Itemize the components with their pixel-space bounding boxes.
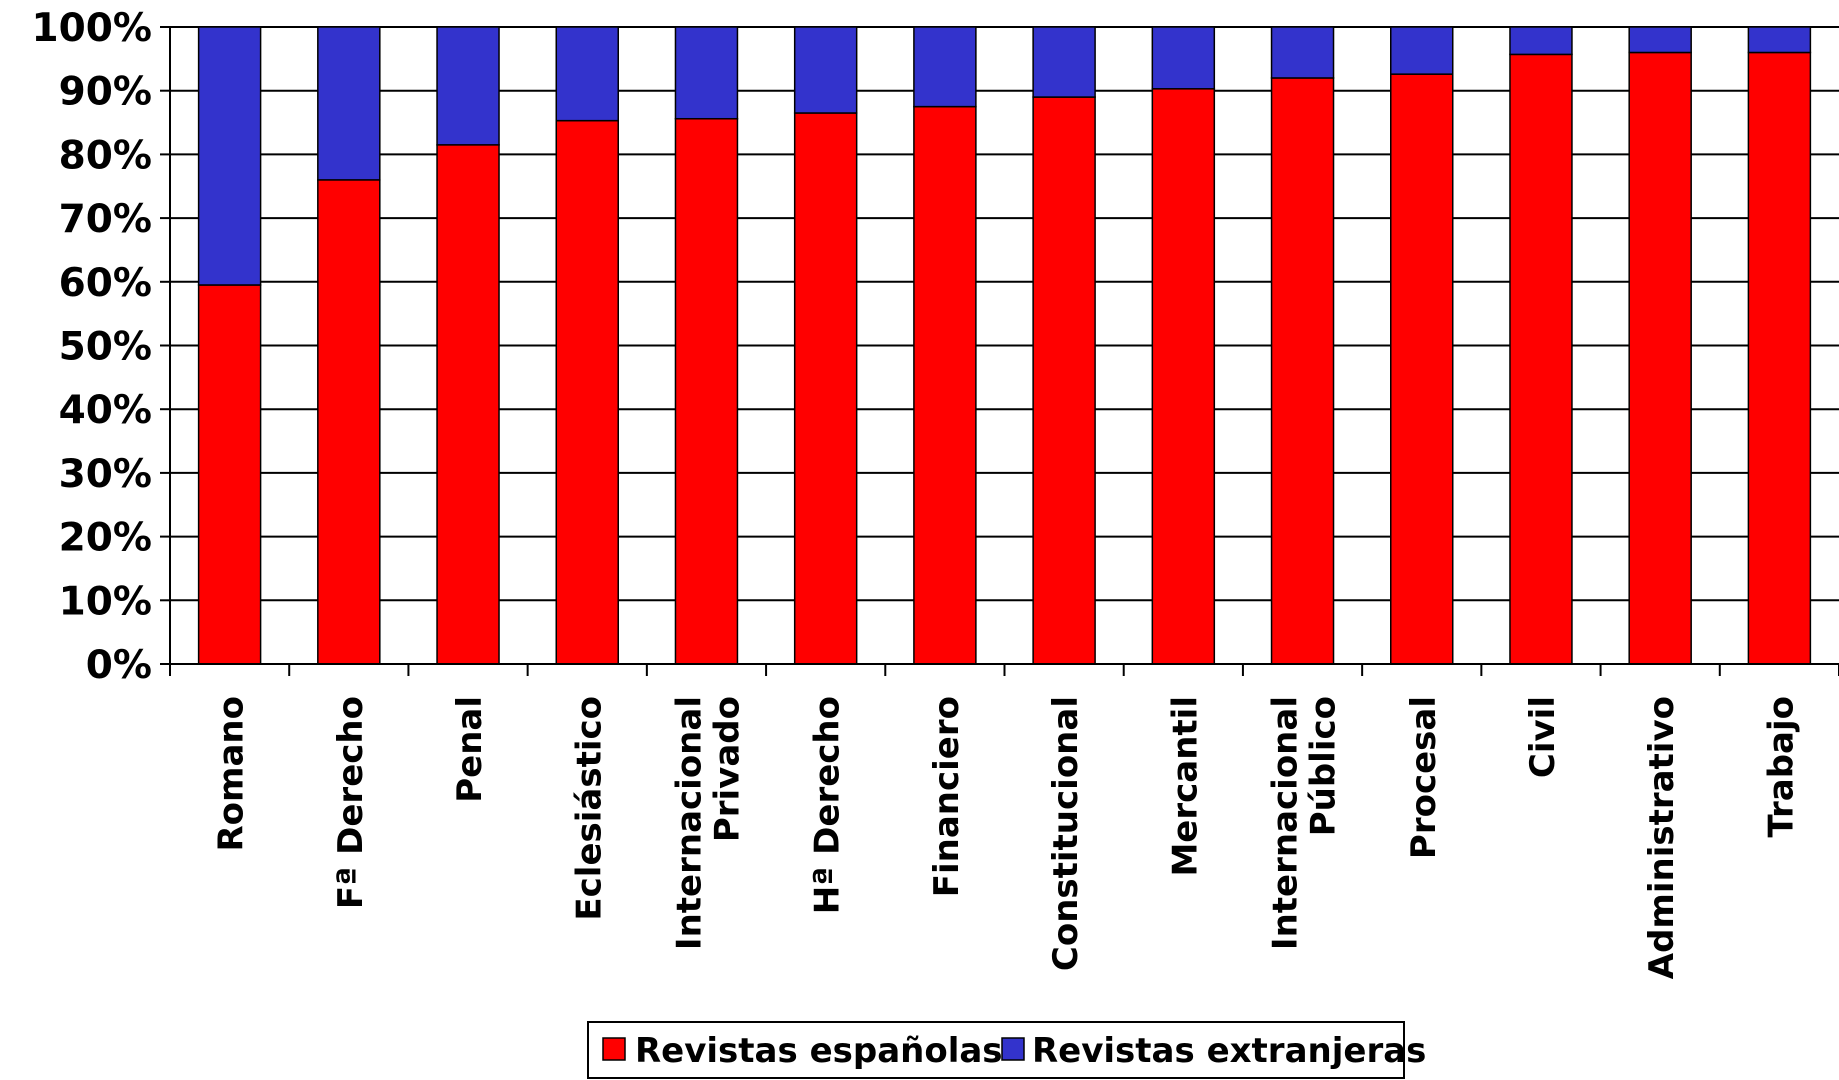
x-category-label: Internacional — [669, 696, 709, 950]
bar-segment-espanolas — [1747, 51, 1812, 665]
y-axis-tick-labels: 0% 10% 20% 30% 40% 50% 60% 70% 80% 90% 100% — [32, 6, 153, 688]
y-tick-label: 100% — [32, 6, 153, 51]
bar-segment-espanolas — [197, 284, 262, 665]
bar-segment-extranjeras — [1747, 26, 1812, 54]
bar-segment-espanolas — [913, 105, 977, 665]
bar-segment-espanolas — [1509, 53, 1573, 665]
y-tick-label: 0% — [86, 643, 152, 688]
y-tick-label: 90% — [59, 70, 152, 115]
legend-label: Revistas extranjeras — [1032, 1031, 1426, 1071]
bar-segment-extranjeras — [1628, 26, 1692, 54]
bar-segment-espanolas — [793, 112, 858, 665]
legend: Revistas españolas Revistas extranjeras — [587, 1021, 1426, 1079]
y-tick-label: 10% — [59, 579, 152, 624]
x-axis-category-labels: Romano Fª Derecho Penal Eclesiástico Interna… — [212, 696, 1802, 979]
y-tick-label: 40% — [59, 388, 152, 433]
y-tick-label: 70% — [59, 197, 152, 242]
y-tick-label: 80% — [59, 133, 152, 178]
y-tick-label: 20% — [59, 516, 152, 561]
legend-swatch — [1001, 1037, 1025, 1061]
bar-segment-extranjeras — [1390, 26, 1454, 75]
bar-segment-extranjeras — [317, 26, 381, 181]
bar-segment-extranjeras — [674, 26, 739, 120]
x-category-label: Romano — [212, 696, 252, 851]
x-category-label: Constitucional — [1046, 696, 1086, 971]
bar-segment-espanolas — [555, 119, 619, 665]
bar-segment-extranjeras — [1509, 26, 1573, 56]
x-category-label: Administrativo — [1642, 696, 1682, 979]
bar-segment-extranjeras — [1270, 26, 1335, 79]
x-category-label: Penal — [450, 696, 490, 803]
y-tick-label: 50% — [59, 325, 152, 370]
x-category-label: Mercantil — [1165, 696, 1205, 877]
x-category-label: Público — [1304, 696, 1344, 836]
bar-segment-espanolas — [1032, 96, 1096, 665]
legend-label: Revistas españolas — [635, 1031, 1003, 1071]
bar-segment-espanolas — [1628, 51, 1692, 665]
legend-swatch — [602, 1037, 626, 1061]
bar-segment-extranjeras — [1032, 26, 1096, 98]
y-tick-label: 60% — [59, 261, 152, 306]
bar-segment-extranjeras — [436, 26, 500, 146]
bar-segment-extranjeras — [197, 26, 262, 286]
x-category-label: Privado — [707, 696, 747, 842]
bar-segment-espanolas — [1151, 88, 1216, 665]
bar-segment-extranjeras — [913, 26, 977, 108]
bar-segment-espanolas — [436, 144, 500, 665]
bar-segment-extranjeras — [555, 26, 619, 122]
x-category-label: Trabajo — [1761, 696, 1801, 837]
bar-segment-extranjeras — [793, 26, 858, 114]
x-category-label: Procesal — [1404, 696, 1444, 859]
gridlines — [170, 26, 1839, 602]
bar-segment-extranjeras — [1151, 26, 1216, 90]
bar-segment-espanolas — [1390, 73, 1454, 665]
bar-segment-espanolas — [317, 179, 381, 665]
x-category-label: Fª Derecho — [331, 696, 371, 909]
x-category-label: Internacional — [1266, 696, 1306, 950]
y-tick-label: 30% — [59, 452, 152, 497]
bar-segment-espanolas — [1270, 77, 1335, 665]
x-category-label: Eclesiástico — [569, 696, 609, 921]
x-category-label: Hª Derecho — [808, 696, 848, 914]
bar-segment-espanolas — [674, 117, 739, 665]
axes — [160, 26, 1839, 676]
legend-box — [587, 1021, 1405, 1079]
x-category-label: Financiero — [927, 696, 967, 897]
x-category-label: Civil — [1523, 696, 1563, 778]
